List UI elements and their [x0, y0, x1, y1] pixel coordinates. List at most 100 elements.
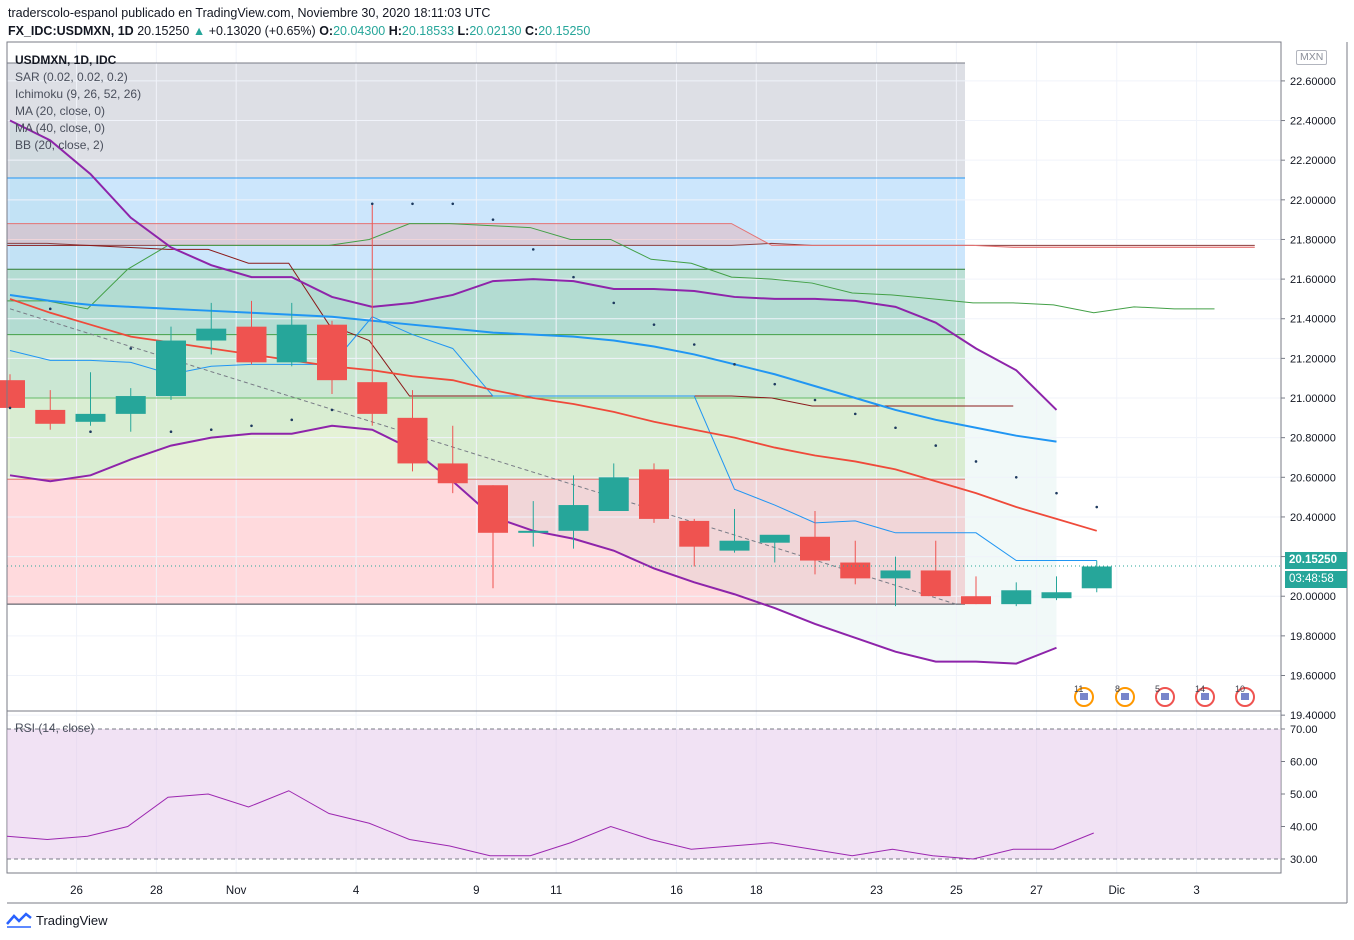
tradingview-brand-text: TradingView	[36, 912, 108, 928]
candle-body[interactable]	[397, 417, 428, 464]
price-tick-label: 22.00000	[1290, 195, 1336, 207]
price-tick-label: 20.80000	[1290, 433, 1336, 445]
candle-body[interactable]	[719, 540, 750, 551]
sar-dot	[652, 323, 656, 326]
candle-body[interactable]	[1001, 590, 1032, 605]
candle-body[interactable]	[518, 530, 549, 533]
ichimoku-lagging-span	[7, 223, 1215, 314]
candle-body[interactable]	[679, 520, 710, 547]
rsi-band-fill	[7, 729, 1281, 859]
ma40-line	[9, 298, 1098, 532]
candle-body[interactable]	[961, 596, 991, 605]
time-tick-label[interactable]: 16	[670, 885, 683, 897]
up-arrow-icon: ▲	[192, 24, 206, 38]
legend-ma20[interactable]: MA (20, close, 0)	[15, 104, 106, 118]
candle-body[interactable]	[800, 536, 830, 561]
event-icon[interactable]: 14	[1195, 684, 1205, 694]
sar-dot	[89, 430, 92, 434]
last-price-tag: 20.15250	[1285, 552, 1347, 569]
symbol-line: FX_IDC:USDMXN, 1D 20.15250 ▲ +0.13020 (+…	[8, 22, 590, 40]
time-tick-label[interactable]: 11	[550, 885, 562, 897]
sar-dot	[1055, 491, 1058, 495]
low-value: 20.02130	[469, 24, 522, 38]
sar-dot	[411, 202, 414, 206]
candle-body[interactable]	[759, 534, 790, 543]
legend-ma40[interactable]: MA (40, close, 0)	[15, 121, 106, 135]
price-tick-label: 21.20000	[1290, 353, 1336, 365]
symbol-name: FX_IDC:USDMXN, 1D	[8, 24, 134, 38]
sar-dot	[209, 428, 213, 432]
sar-dot	[370, 202, 374, 206]
candle-body[interactable]	[35, 409, 66, 424]
event-icon[interactable]: 10	[1235, 684, 1245, 694]
candle-body[interactable]	[437, 463, 468, 484]
legend-ichimoku[interactable]: Ichimoku (9, 26, 52, 26)	[15, 87, 142, 101]
price-tick-label: 20.00000	[1290, 591, 1336, 603]
candle-body[interactable]	[276, 324, 307, 363]
candle-body[interactable]	[196, 328, 227, 341]
time-tick-label[interactable]: 3	[1193, 885, 1199, 897]
event-icon[interactable]: 11	[1074, 684, 1083, 694]
event-count: 8	[1115, 684, 1121, 694]
currency-label[interactable]: MXN	[1296, 50, 1328, 65]
time-tick-label[interactable]: Dic	[1108, 885, 1125, 897]
price-tick-label: 21.40000	[1290, 314, 1336, 326]
price-tick-label: 20.40000	[1290, 512, 1336, 524]
bollinger-upper-line	[9, 119, 1058, 411]
candle-body[interactable]	[558, 505, 589, 531]
time-tick-label[interactable]: 4	[353, 885, 360, 897]
event-flag-mark	[1161, 693, 1169, 700]
price-chart[interactable]: 22.60000 22.40000 22.20000 22.00000 21.80000…	[0, 0, 1354, 910]
publish-line: traderscolo-espanol publicado en Trading…	[8, 6, 491, 20]
price-change: +0.13020 (+0.65%)	[208, 24, 316, 38]
event-count: 5	[1155, 684, 1161, 694]
last-price: 20.15250	[137, 24, 190, 38]
candle-body[interactable]	[156, 340, 186, 397]
sar-dot	[894, 426, 897, 430]
time-tick-label[interactable]: Nov	[226, 885, 247, 897]
candle-body[interactable]	[598, 477, 629, 511]
candle-body[interactable]	[236, 326, 267, 363]
candle-body[interactable]	[880, 570, 911, 579]
ma20-line	[9, 316, 1097, 562]
time-tick-label[interactable]: 26	[70, 885, 83, 897]
candle-body[interactable]	[639, 469, 669, 519]
time-tick-label[interactable]: 23	[870, 885, 883, 897]
time-tick-label[interactable]: 9	[473, 885, 479, 897]
candle-body[interactable]	[357, 382, 388, 414]
bollinger-middle-line	[9, 293, 1057, 443]
candle-body[interactable]	[920, 570, 951, 597]
candle-body[interactable]	[317, 324, 347, 381]
time-tick-label[interactable]: 28	[150, 885, 163, 897]
legend-sar[interactable]: SAR (0.02, 0.02, 0.2)	[15, 70, 128, 84]
event-icon[interactable]: 5	[1155, 684, 1160, 694]
legend-title: USDMXN, 1D, IDC	[15, 53, 117, 67]
sar-dot	[692, 343, 696, 346]
time-tick-label[interactable]: 27	[1030, 885, 1043, 897]
open-value: 20.04300	[333, 24, 386, 38]
bar-countdown-tag: 03:48:58	[1285, 571, 1347, 588]
time-tick-label[interactable]: 18	[750, 885, 763, 897]
time-tick-label[interactable]: 25	[950, 885, 963, 897]
sar-dot	[8, 406, 12, 410]
sar-dot	[250, 424, 253, 428]
high-value: 20.18533	[401, 24, 455, 38]
candle-body[interactable]	[1041, 592, 1072, 599]
rsi-tick-label: 50.00	[1290, 789, 1318, 801]
candle-body[interactable]	[115, 396, 146, 414]
low-label: L:	[457, 24, 470, 38]
event-icon[interactable]: 8	[1115, 684, 1120, 694]
footer-brand[interactable]: TradingView	[6, 912, 108, 928]
fib-zone	[7, 269, 965, 335]
candle-body[interactable]	[840, 562, 871, 579]
fib-zone	[7, 398, 965, 480]
sar-dot	[853, 412, 857, 416]
candle-body[interactable]	[75, 413, 106, 422]
legend-rsi[interactable]: RSI (14, close)	[15, 721, 95, 735]
sar-dot	[169, 430, 173, 434]
candle-body[interactable]	[0, 380, 25, 408]
open-label: O:	[319, 24, 334, 38]
legend-bb[interactable]: BB (20, close, 2)	[15, 138, 104, 152]
candle-body[interactable]	[1081, 566, 1112, 589]
candle-body[interactable]	[478, 485, 508, 533]
